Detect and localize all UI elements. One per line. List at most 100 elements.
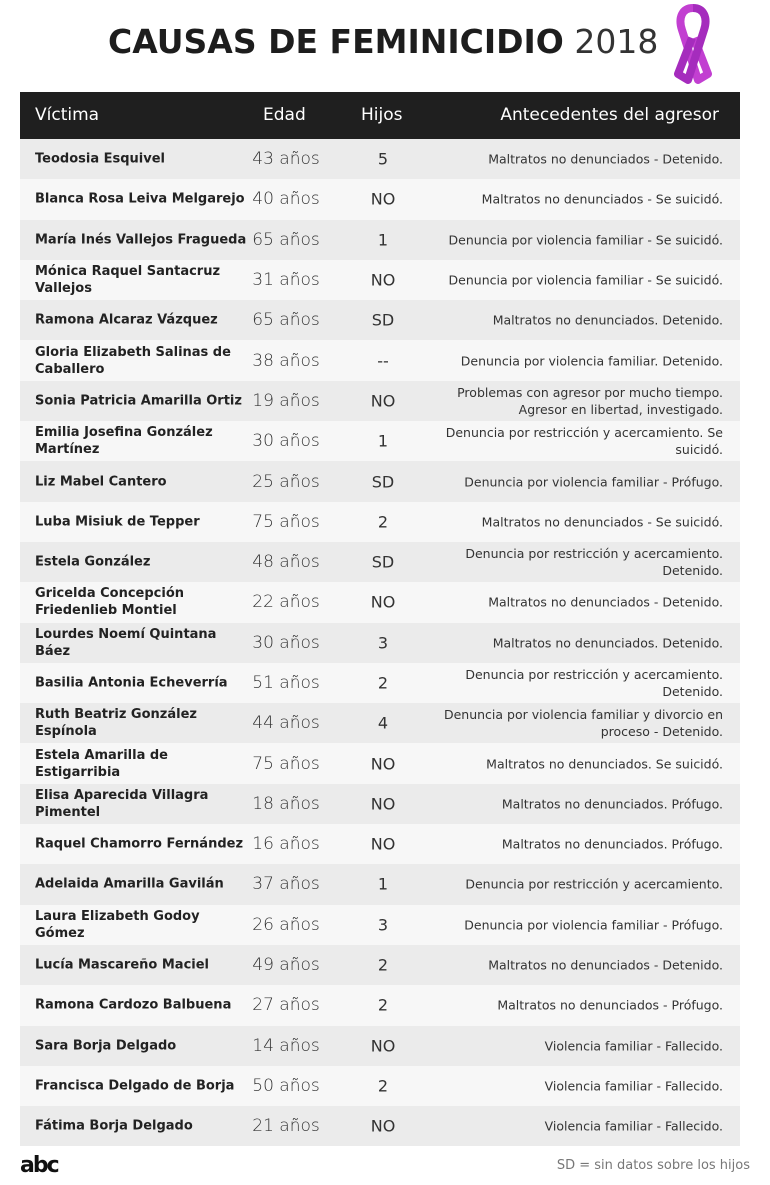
victim-age: 16 años: [252, 834, 320, 855]
victim-name: Lourdes Noemí Quintana Báez: [35, 626, 217, 659]
victim-name: Elisa Aparecida Villagra Pimentel: [35, 787, 209, 820]
aggressor-background: Denuncia por restricción y acercamiento.…: [465, 546, 723, 579]
victim-children: 1: [377, 874, 389, 894]
victim-children: 2: [377, 512, 389, 532]
aggressor-background: Maltratos no denunciados. Detenido.: [492, 635, 723, 651]
aggressor-background: Denuncia por violencia familiar - Se sui…: [448, 272, 723, 288]
aggressor-background: Denuncia por violencia familiar. Detenid…: [460, 353, 723, 369]
victim-age: 48 años: [252, 552, 320, 573]
victim-name: Teodosia Esquivel: [35, 151, 165, 167]
header-antecedentes: Antecedentes del agresor: [500, 105, 719, 125]
victim-age: 75 años: [252, 753, 320, 774]
victim-age: 30 años: [252, 632, 320, 653]
abc-logo: abc: [20, 1153, 60, 1178]
victim-age: 50 años: [252, 1075, 320, 1096]
table-row: Elisa Aparecida Villagra Pimentel 18 años…: [20, 783, 740, 825]
table-row: María Inés Vallejos Fragueda 65 años 1 Denu…: [20, 219, 740, 260]
table-row: Blanca Rosa Leiva Melgarejo 40 años NO Malt…: [20, 179, 740, 220]
victim-name: Adelaida Amarilla Gavilán: [35, 876, 224, 892]
victim-age: 31 años: [252, 270, 320, 291]
page-title: CAUSAS DE FEMINICIDIO 2018: [108, 22, 658, 61]
victim-name: Mónica Raquel Santacruz Vallejos: [35, 264, 221, 297]
victim-age: 25 años: [252, 471, 320, 492]
table-row: Basilia Antonia Echeverría 51 años 2 Denunc…: [20, 662, 740, 704]
victim-age: 65 años: [252, 310, 320, 331]
aggressor-background: Maltratos no denunciados - Detenido.: [488, 151, 723, 167]
victim-children: 1: [377, 230, 389, 250]
victim-age: 26 años: [252, 914, 320, 935]
aggressor-background: Maltratos no denunciados - Detenido.: [488, 957, 723, 973]
awareness-ribbon-icon: [674, 4, 712, 84]
table-row: Luba Misiuk de Tepper 75 años 2 Maltratos n…: [20, 501, 740, 542]
victim-age: 38 años: [252, 350, 320, 371]
victim-name: Gloria Elizabeth Salinas de Caballero: [35, 344, 231, 377]
title-main: CAUSAS DE FEMINICIDIO: [108, 22, 564, 61]
victim-age: 21 años: [252, 1116, 320, 1137]
aggressor-background: Denuncia por restricción y acercamiento.…: [445, 425, 723, 458]
aggressor-background: Denuncia por violencia familiar - Se sui…: [448, 232, 723, 248]
victim-age: 18 años: [252, 793, 320, 814]
victim-age: 43 años: [252, 149, 320, 170]
victim-age: 40 años: [252, 189, 320, 210]
victim-children: NO: [370, 834, 396, 854]
victim-name: Estela González: [35, 554, 151, 570]
aggressor-background: Maltratos no denunciados. Prófugo.: [501, 836, 723, 852]
victim-age: 49 años: [252, 955, 320, 976]
victim-name: Laura Elizabeth Godoy Gómez: [35, 908, 200, 941]
aggressor-background: Violencia familiar - Fallecido.: [544, 1038, 723, 1054]
table-row: Ruth Beatriz González Espínola 44 años 4 De…: [20, 703, 740, 744]
victim-name: Sonia Patricia Amarilla Ortiz: [35, 393, 242, 409]
aggressor-background: Denuncia por violencia familiar - Prófug…: [464, 917, 723, 933]
table-row: Ramona Cardozo Balbuena 27 años 2 Maltratos…: [20, 985, 740, 1026]
victim-children: NO: [370, 1036, 396, 1056]
victim-children: SD: [371, 472, 395, 492]
victim-age: 75 años: [252, 511, 320, 532]
victim-children: NO: [370, 592, 396, 612]
victim-age: 30 años: [252, 431, 320, 452]
table-row: Teodosia Esquivel 43 años 5 Maltratos no de…: [20, 139, 740, 180]
victim-children: NO: [370, 189, 396, 209]
victim-children: 3: [377, 915, 389, 935]
table-row: Laura Elizabeth Godoy Gómez 26 años 3 Denun…: [20, 904, 740, 945]
table-row: Gricelda Concepción Friedenlieb Montiel 2…: [20, 582, 740, 623]
aggressor-background: Denuncia por restricción y acercamiento.: [465, 876, 723, 892]
victim-children: NO: [370, 1116, 396, 1136]
table-row: Fátima Borja Delgado 21 años NO Violencia f…: [20, 1106, 740, 1147]
victim-children: NO: [370, 794, 396, 814]
table-row: Adelaida Amarilla Gavilán 37 años 1 Denunci…: [20, 864, 740, 905]
victim-children: SD: [371, 310, 395, 330]
table-row: Raquel Chamorro Fernández 16 años NO Maltra…: [20, 824, 740, 865]
aggressor-background: Violencia familiar - Fallecido.: [544, 1118, 723, 1134]
victim-children: 4: [377, 713, 389, 733]
victim-children: 1: [377, 431, 389, 451]
victim-name: Raquel Chamorro Fernández: [35, 836, 244, 852]
table-row: Estela Amarilla de Estigarribia 75 años NO…: [20, 743, 740, 784]
victim-children: NO: [370, 391, 396, 411]
victim-age: 65 años: [252, 229, 320, 250]
table-header: Víctima Edad Hijos Antecedentes del agre…: [20, 92, 740, 139]
aggressor-background: Denuncia por restricción y acercamiento.…: [465, 667, 723, 699]
victim-name: Ramona Cardozo Balbuena: [35, 997, 232, 1013]
victim-age: 44 años: [252, 713, 320, 734]
victim-name: Lucía Mascareño Maciel: [35, 957, 210, 973]
victim-name: Francisca Delgado de Borja: [35, 1078, 235, 1094]
victim-age: 37 años: [252, 874, 320, 895]
victim-name: Emilia Josefina González Martínez: [35, 425, 213, 458]
victim-name: Blanca Rosa Leiva Melgarejo: [35, 191, 245, 207]
victim-name: Ramona Alcaraz Vázquez: [35, 312, 218, 328]
victim-age: 19 años: [252, 390, 320, 411]
aggressor-background: Problemas con agresor por mucho tiempo. …: [457, 384, 723, 417]
victim-name: Gricelda Concepción Friedenlieb Montiel: [35, 586, 185, 619]
victim-children: 2: [377, 673, 389, 693]
victim-age: 14 años: [252, 1035, 320, 1056]
aggressor-background: Maltratos no denunciados - Prófugo.: [497, 997, 723, 1013]
header-hijos: Hijos: [361, 105, 403, 125]
aggressor-background: Violencia familiar - Fallecido.: [544, 1078, 723, 1094]
aggressor-background: Denuncia por violencia familiar - Prófug…: [464, 474, 723, 490]
header-victima: Víctima: [35, 105, 100, 125]
aggressor-background: Maltratos no denunciados - Se suicidó.: [481, 191, 723, 207]
victim-children: --: [377, 351, 389, 371]
header-edad: Edad: [263, 105, 306, 125]
victim-children: 3: [377, 633, 389, 653]
table-row: Sara Borja Delgado 14 años NO Violencia fam…: [20, 1025, 740, 1066]
